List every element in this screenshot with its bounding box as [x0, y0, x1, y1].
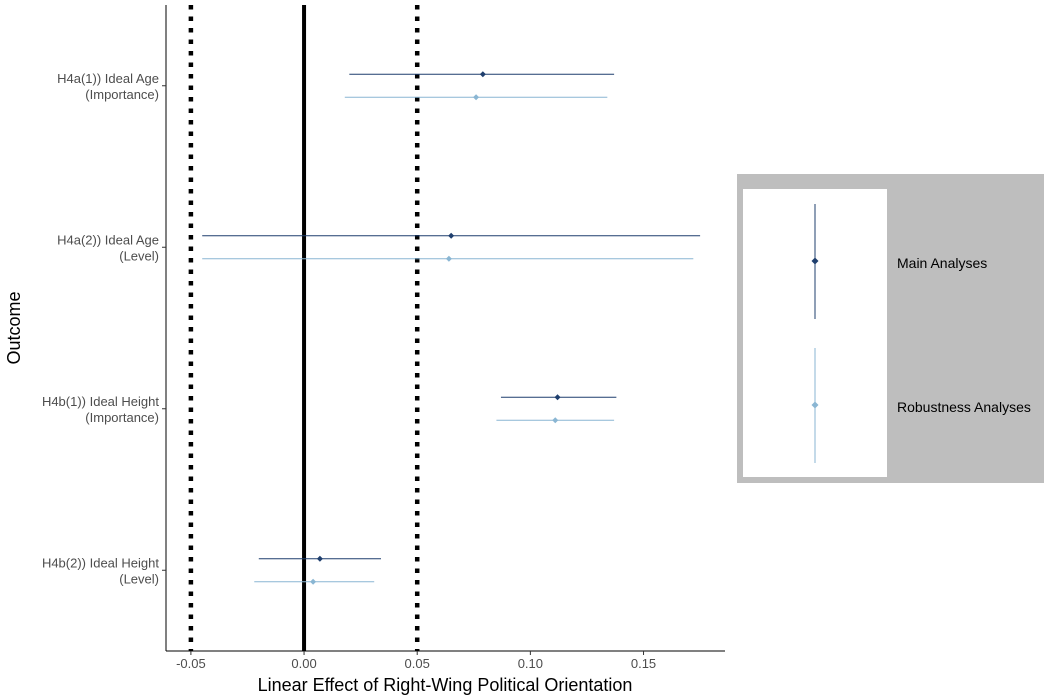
legend-item-robustness: Robustness Analyses [811, 348, 1031, 463]
y-tick-label: (Level) [119, 571, 159, 586]
y-axis-ticks: H4a(1)) Ideal Age(Importance)H4a(2)) Ide… [42, 71, 166, 586]
y-tick-label: H4a(2)) Ideal Age [57, 232, 159, 247]
legend: Main Analyses Robustness Analyses [737, 174, 1044, 483]
x-tick-label: 0.10 [518, 656, 543, 671]
point-estimate [445, 255, 452, 262]
y-tick-label: H4a(1)) Ideal Age [57, 71, 159, 86]
legend-label-robust: Robustness Analyses [897, 399, 1031, 415]
y-tick-label: (Importance) [85, 410, 159, 425]
legend-key-robust-point [811, 401, 819, 409]
y-tick-label: (Importance) [85, 87, 159, 102]
x-axis-title: Linear Effect of Right-Wing Political Or… [258, 675, 633, 695]
x-axis-ticks: -0.05 0.00 0.05 0.10 0.15 [176, 651, 656, 671]
point-estimate [473, 94, 480, 101]
estimates [202, 71, 701, 585]
legend-item-main: Main Analyses [811, 204, 987, 319]
y-axis-title: Outcome [4, 291, 24, 364]
legend-label-main: Main Analyses [897, 255, 987, 271]
y-tick-label: H4b(2)) Ideal Height [42, 555, 159, 570]
legend-key-main-point [811, 257, 819, 265]
x-tick-label: 0.05 [405, 656, 430, 671]
y-tick-label: (Level) [119, 248, 159, 263]
reference-lines [188, 5, 420, 651]
x-tick-label: 0.15 [631, 656, 656, 671]
point-estimate [552, 417, 559, 424]
x-tick-label: -0.05 [176, 656, 206, 671]
point-estimate [479, 71, 486, 78]
point-estimate [310, 578, 317, 585]
point-estimate [448, 232, 455, 239]
point-estimate [316, 555, 323, 562]
y-tick-label: H4b(1)) Ideal Height [42, 394, 159, 409]
point-estimate [554, 394, 561, 401]
x-tick-label: 0.00 [291, 656, 316, 671]
